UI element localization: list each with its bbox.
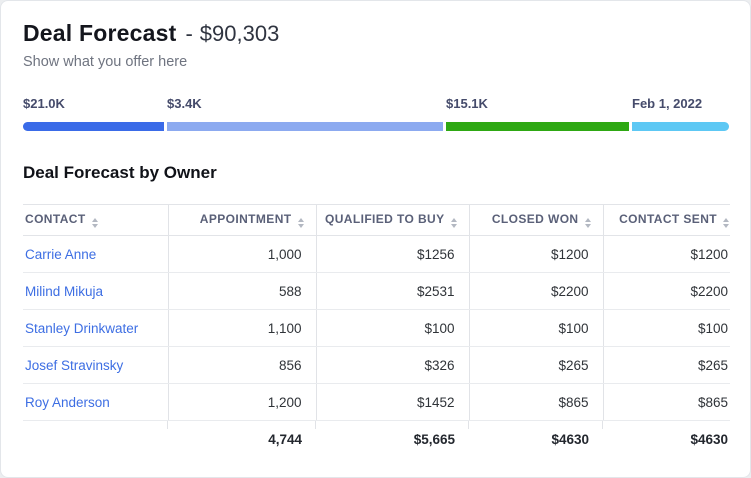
qualified-to-buy-cell: $326 bbox=[315, 346, 469, 384]
progress-label-4: Feb 1, 2022 bbox=[632, 96, 703, 111]
appointment-cell: 1,100 bbox=[167, 309, 316, 347]
forecast-progress: $21.0K $3.4K $15.1K Feb 1, 2022 bbox=[23, 96, 730, 131]
progress-label-1: $21.0K bbox=[23, 96, 65, 111]
contact-link[interactable]: Roy Anderson bbox=[25, 394, 110, 410]
contact-cell: Carrie Anne bbox=[23, 235, 168, 273]
column-header-label: CONTACT SENT bbox=[619, 212, 717, 226]
table-row: Carrie Anne 1,000 $1256 $1200 $1200 bbox=[23, 235, 730, 273]
contact-cell: Josef Stravinsky bbox=[23, 346, 168, 384]
contact-link[interactable]: Milind Mikuja bbox=[25, 283, 104, 299]
progress-segment-3 bbox=[446, 122, 629, 131]
column-header-contact[interactable]: CONTACT bbox=[23, 204, 168, 236]
sort-icon[interactable] bbox=[91, 218, 98, 228]
contact-link[interactable]: Carrie Anne bbox=[25, 246, 97, 262]
progress-label-2: $3.4K bbox=[167, 96, 202, 111]
closed-won-cell: $1200 bbox=[468, 235, 603, 273]
progress-label-3: $15.1K bbox=[446, 96, 488, 111]
sort-icon[interactable] bbox=[450, 218, 457, 228]
column-header-closed-won[interactable]: CLOSED WON bbox=[468, 204, 603, 236]
qualified-to-buy-cell: $100 bbox=[315, 309, 469, 347]
sort-icon[interactable] bbox=[584, 218, 591, 228]
totals-closed-won: $4630 bbox=[468, 420, 603, 458]
contact-cell: Stanley Drinkwater bbox=[23, 309, 168, 347]
sort-icon[interactable] bbox=[723, 218, 729, 228]
progress-segment-4 bbox=[632, 122, 729, 131]
column-header-label: CLOSED WON bbox=[491, 212, 579, 226]
card-subtitle: Show what you offer here bbox=[23, 54, 188, 70]
title-separator: - bbox=[185, 21, 193, 46]
qualified-to-buy-cell: $1256 bbox=[315, 235, 469, 273]
progress-bar bbox=[23, 122, 730, 131]
section-title: Deal Forecast by Owner bbox=[23, 163, 217, 182]
closed-won-cell: $865 bbox=[468, 383, 603, 421]
qualified-to-buy-cell: $2531 bbox=[315, 272, 469, 310]
progress-segment-1 bbox=[23, 122, 164, 131]
totals-row: 4,744 $5,665 $4630 $4630 bbox=[23, 420, 730, 458]
totals-empty-cell bbox=[23, 421, 168, 458]
contact-sent-cell: $100 bbox=[602, 309, 730, 347]
appointment-cell: 1,200 bbox=[167, 383, 316, 421]
column-header-label: APPOINTMENT bbox=[199, 212, 292, 226]
card-header: Deal Forecast - $90,303 bbox=[23, 18, 728, 49]
table-row: Roy Anderson 1,200 $1452 $865 $865 bbox=[23, 383, 730, 421]
column-header-contact-sent[interactable]: CONTACT SENT bbox=[602, 204, 730, 236]
closed-won-cell: $2200 bbox=[468, 272, 603, 310]
contact-cell: Roy Anderson bbox=[23, 383, 168, 421]
column-header-qualified-to-buy[interactable]: QUALIFIED TO BUY bbox=[315, 204, 469, 236]
column-header-appointment[interactable]: APPOINTMENT bbox=[167, 204, 316, 236]
progress-segment-2 bbox=[167, 122, 443, 131]
table-row: Josef Stravinsky 856 $326 $265 $265 bbox=[23, 346, 730, 384]
forecast-table: CONTACT APPOINTMENT QUALIFIED TO BUY CLO… bbox=[23, 204, 730, 458]
table-row: Stanley Drinkwater 1,100 $100 $100 $100 bbox=[23, 309, 730, 347]
closed-won-cell: $265 bbox=[468, 346, 603, 384]
contact-sent-cell: $1200 bbox=[602, 235, 730, 273]
contact-link[interactable]: Stanley Drinkwater bbox=[25, 320, 139, 336]
contact-sent-cell: $865 bbox=[602, 383, 730, 421]
forecast-total-amount: $90,303 bbox=[199, 21, 280, 46]
table-header-row: CONTACT APPOINTMENT QUALIFIED TO BUY CLO… bbox=[23, 204, 730, 236]
contact-link[interactable]: Josef Stravinsky bbox=[25, 357, 124, 373]
table-row: Milind Mikuja 588 $2531 $2200 $2200 bbox=[23, 272, 730, 310]
totals-appointment: 4,744 bbox=[167, 420, 316, 458]
progress-labels: $21.0K $3.4K $15.1K Feb 1, 2022 bbox=[23, 96, 730, 114]
page-title: Deal Forecast bbox=[23, 20, 177, 46]
totals-contact-sent: $4630 bbox=[602, 420, 730, 458]
closed-won-cell: $100 bbox=[468, 309, 603, 347]
contact-sent-cell: $265 bbox=[602, 346, 730, 384]
appointment-cell: 856 bbox=[167, 346, 316, 384]
contact-sent-cell: $2200 bbox=[602, 272, 730, 310]
totals-qualified-to-buy: $5,665 bbox=[315, 420, 469, 458]
column-header-label: QUALIFIED TO BUY bbox=[324, 212, 445, 226]
appointment-cell: 1,000 bbox=[167, 235, 316, 273]
qualified-to-buy-cell: $1452 bbox=[315, 383, 469, 421]
contact-cell: Milind Mikuja bbox=[23, 272, 168, 310]
column-header-label: CONTACT bbox=[25, 212, 86, 226]
appointment-cell: 588 bbox=[167, 272, 316, 310]
sort-icon[interactable] bbox=[297, 218, 304, 228]
